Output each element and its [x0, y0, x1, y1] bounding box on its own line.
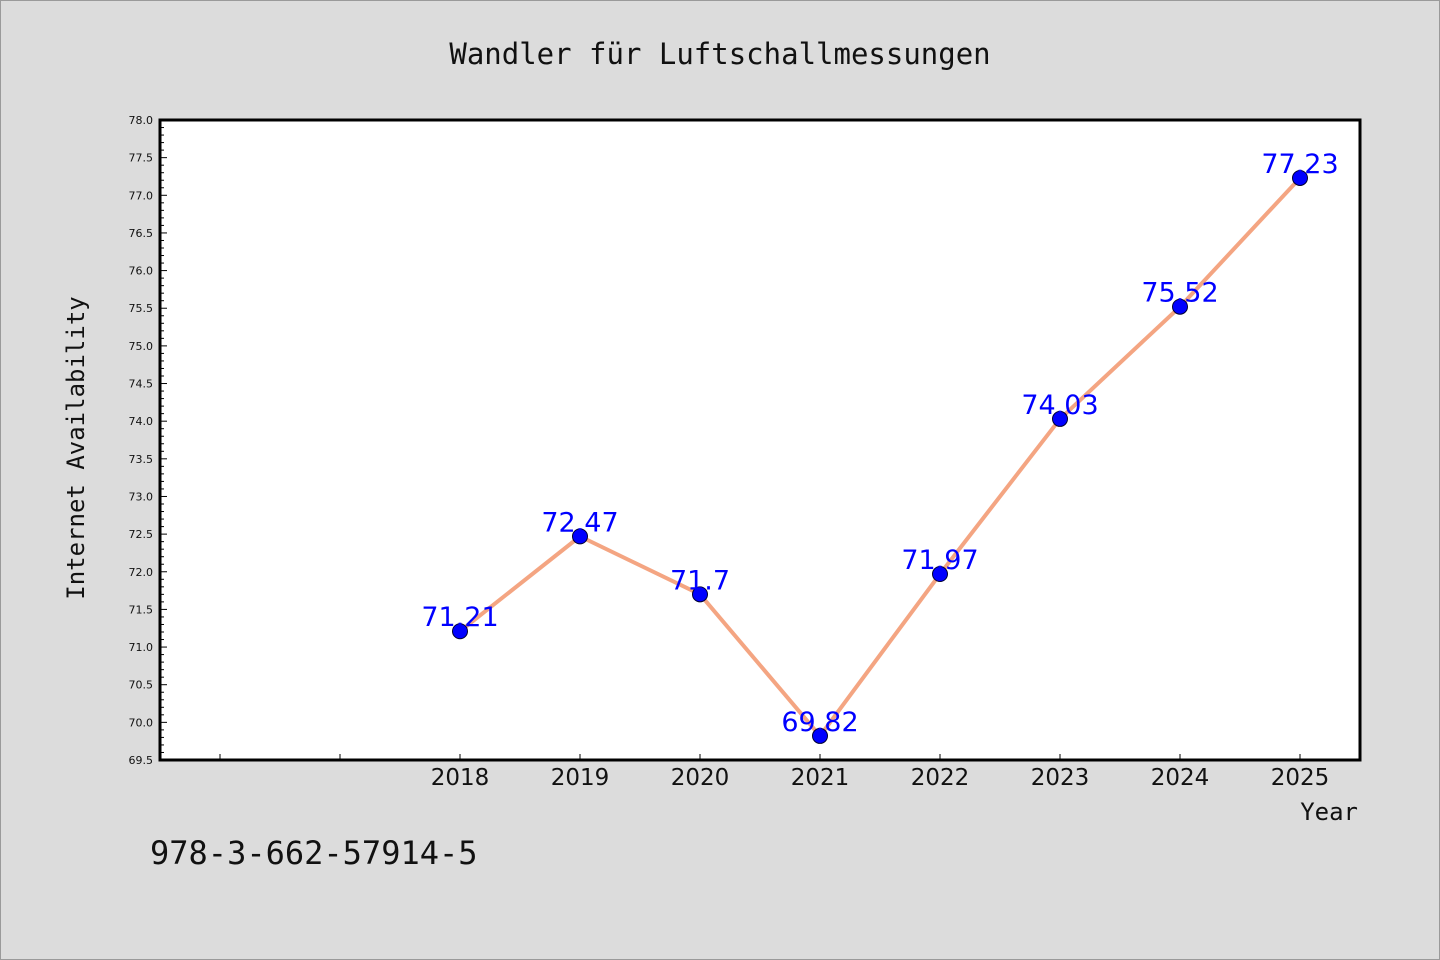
data-point [932, 566, 948, 583]
x-tick-label: 2019 [551, 765, 610, 791]
y-tick-label: 74.0 [129, 415, 154, 428]
data-point [572, 528, 588, 545]
y-tick-label: 75.5 [129, 302, 154, 315]
x-tick-label: 2021 [791, 765, 850, 791]
data-label: 71.97 [901, 545, 978, 576]
y-tick-label: 78.0 [129, 114, 154, 127]
data-label: 69.82 [781, 707, 858, 738]
data-label: 72.47 [541, 507, 618, 538]
chart-title: Wandler für Luftschallmessungen [449, 37, 990, 71]
data-label: 74.03 [1021, 390, 1098, 421]
y-tick-label: 76.5 [129, 227, 154, 240]
series-line [458, 175, 1302, 738]
data-point [452, 623, 468, 640]
y-tick-label: 72.0 [129, 566, 154, 579]
x-tick-label: 2020 [671, 765, 730, 791]
y-tick-label: 77.5 [129, 152, 154, 165]
y-tick-label: 77.0 [129, 189, 154, 202]
data-label: 77.23 [1261, 149, 1338, 180]
y-axis-label: Internet Availability [62, 296, 90, 599]
x-tick-label: 2023 [1031, 765, 1090, 791]
y-tick-label: 71.5 [129, 603, 154, 616]
y-tick-label: 75.0 [129, 340, 154, 353]
y-tick-label: 74.5 [129, 378, 154, 391]
data-point [1052, 410, 1068, 427]
x-tick-label: 2022 [911, 765, 970, 791]
data-point [1292, 169, 1308, 186]
x-axis-label: Year [1300, 798, 1358, 826]
x-tick-label: 2024 [1151, 765, 1210, 791]
plot-area [158, 118, 1362, 762]
data-point [692, 586, 708, 603]
x-tick-label: 2018 [431, 765, 490, 791]
y-tick-label: 76.0 [129, 265, 154, 278]
data-point [812, 727, 828, 744]
y-tick-label: 69.5 [129, 754, 154, 767]
y-axis: 69.5 70.0 70.5 71.0 71.5 72.0 72.5 73.0 73.5 74.0… [129, 114, 167, 767]
data-label: 75.52 [1141, 278, 1218, 309]
data-point [1172, 298, 1188, 315]
isbn-text: 978-3-662-57914-5 [150, 834, 478, 872]
series: 71.21 72.47 71.7 69.82 71.97 74.03 75.52 77.23 [421, 149, 1339, 744]
y-tick-label: 70.5 [129, 679, 154, 692]
data-label: 71.21 [421, 602, 498, 633]
y-tick-label: 70.0 [129, 716, 154, 729]
y-tick-label: 73.0 [129, 490, 154, 503]
y-tick-label: 71.0 [129, 641, 154, 654]
x-axis: 2018 2019 2020 2021 2022 2023 2024 2025 [219, 754, 1330, 791]
data-label: 71.7 [670, 565, 730, 596]
x-tick-label: 2025 [1271, 765, 1330, 791]
y-tick-label: 72.5 [129, 528, 154, 541]
y-tick-label: 73.5 [129, 453, 154, 466]
